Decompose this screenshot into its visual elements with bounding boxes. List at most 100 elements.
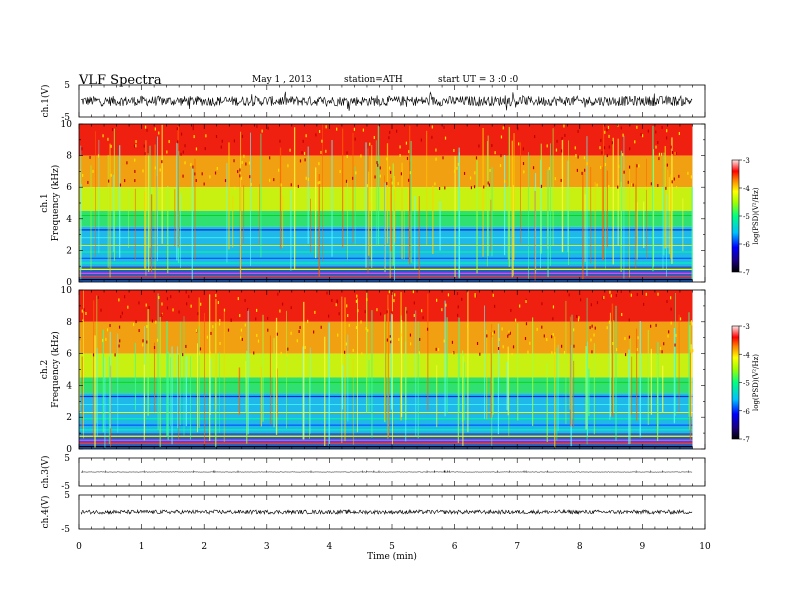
- time-tick-label: 6: [452, 542, 458, 552]
- psd-speckle: [546, 144, 548, 148]
- psd-speckle: [444, 136, 447, 140]
- psd-speckle: [209, 175, 211, 179]
- psd-speckle: [92, 169, 94, 173]
- psd-speckle: [304, 346, 306, 350]
- psd-speckle: [624, 353, 627, 357]
- psd-speckle: [182, 353, 184, 357]
- psd-speckle: [106, 328, 109, 332]
- voltage-axis-label: ch.1(V): [40, 85, 51, 118]
- psd-speckle: [388, 166, 391, 170]
- psd-speckle: [180, 152, 182, 156]
- psd-speckle: [517, 127, 519, 131]
- psd-speckle: [445, 303, 447, 307]
- psd-speckle: [304, 158, 306, 162]
- psd-speckle: [627, 180, 629, 184]
- psd-speckle: [391, 311, 393, 315]
- psd-speckle: [339, 170, 341, 174]
- psd-speckle: [583, 156, 586, 160]
- band-high-psd: [79, 124, 693, 156]
- psd-speckle: [180, 132, 183, 136]
- psd-speckle: [637, 336, 639, 340]
- frequency-tick-label: 4: [66, 381, 72, 391]
- psd-speckle: [240, 328, 243, 332]
- psd-speckle: [389, 335, 391, 339]
- psd-speckle: [278, 168, 280, 172]
- psd-speckle: [519, 304, 521, 308]
- psd-speckle: [507, 334, 509, 338]
- frequency-tick-label: 0: [66, 278, 72, 288]
- psd-speckle: [499, 164, 502, 168]
- psd-speckle: [444, 186, 446, 190]
- colorbar-label: log(PSD)(V²/Hz): [752, 354, 760, 411]
- psd-speckle: [261, 129, 263, 133]
- psd-speckle: [512, 345, 515, 349]
- psd-speckle: [248, 161, 251, 165]
- psd-speckle: [123, 295, 126, 299]
- psd-speckle: [302, 139, 304, 143]
- psd-speckle: [577, 155, 579, 159]
- psd-speckle: [81, 309, 83, 313]
- psd-speckle: [155, 320, 157, 324]
- psd-speckle: [121, 311, 123, 315]
- psd-speckle: [244, 298, 246, 302]
- psd-speckle: [487, 181, 489, 185]
- psd-speckle: [237, 297, 239, 301]
- psd-speckle: [277, 292, 279, 296]
- psd-speckle: [678, 174, 680, 178]
- psd-speckle: [659, 346, 662, 350]
- time-tick-label: 5: [389, 542, 395, 552]
- frequency-tick-label: 10: [61, 120, 73, 130]
- psd-speckle: [608, 320, 611, 324]
- psd-speckle: [200, 302, 202, 306]
- psd-speckle: [435, 148, 437, 152]
- psd-speckle: [197, 312, 199, 316]
- frequency-tick-label: 6: [66, 350, 72, 360]
- psd-speckle: [360, 320, 362, 324]
- psd-speckle: [514, 318, 517, 322]
- psd-speckle: [219, 319, 221, 323]
- voltage-tick-label: 5: [64, 454, 70, 464]
- frequency-axis-label: Frequency (kHz): [50, 331, 61, 408]
- psd-speckle: [580, 298, 582, 302]
- psd-speckle: [221, 139, 223, 143]
- voltage-trace: [80, 91, 693, 111]
- psd-speckle: [355, 171, 357, 175]
- psd-speckle: [609, 290, 611, 294]
- start-time-label: start UT = 3 :0 :0: [438, 75, 519, 85]
- psd-speckle: [135, 144, 137, 148]
- psd-speckle: [563, 350, 566, 354]
- psd-speckle: [548, 167, 550, 171]
- psd-speckle: [362, 128, 364, 132]
- psd-speckle: [255, 317, 257, 321]
- psd-speckle: [511, 352, 513, 356]
- psd-speckle: [475, 294, 477, 298]
- psd-speckle: [596, 301, 599, 305]
- psd-speckle: [463, 171, 466, 175]
- time-tick-label: 0: [76, 542, 82, 552]
- psd-speckle: [234, 186, 236, 190]
- psd-speckle: [110, 173, 112, 177]
- frequency-tick-label: 10: [61, 286, 73, 296]
- psd-speckle: [227, 328, 230, 332]
- psd-speckle: [367, 328, 369, 332]
- psd-speckle: [447, 293, 450, 297]
- psd-speckle: [560, 178, 562, 182]
- time-tick-label: 8: [577, 542, 583, 552]
- psd-speckle: [628, 335, 631, 339]
- psd-speckle: [110, 144, 112, 148]
- band-vlf-base: [79, 266, 693, 282]
- psd-speckle: [622, 153, 624, 157]
- psd-speckle: [161, 313, 163, 317]
- psd-speckle: [146, 340, 148, 344]
- psd-speckle: [201, 172, 203, 176]
- psd-speckle: [389, 130, 391, 134]
- psd-speckle: [192, 124, 194, 128]
- psd-speckle: [576, 314, 578, 318]
- psd-speckle: [399, 154, 401, 158]
- psd-speckle: [431, 125, 433, 129]
- psd-speckle: [454, 169, 456, 173]
- psd-speckle: [552, 305, 555, 309]
- psd-speckle: [126, 161, 128, 165]
- psd-speckle: [690, 175, 692, 179]
